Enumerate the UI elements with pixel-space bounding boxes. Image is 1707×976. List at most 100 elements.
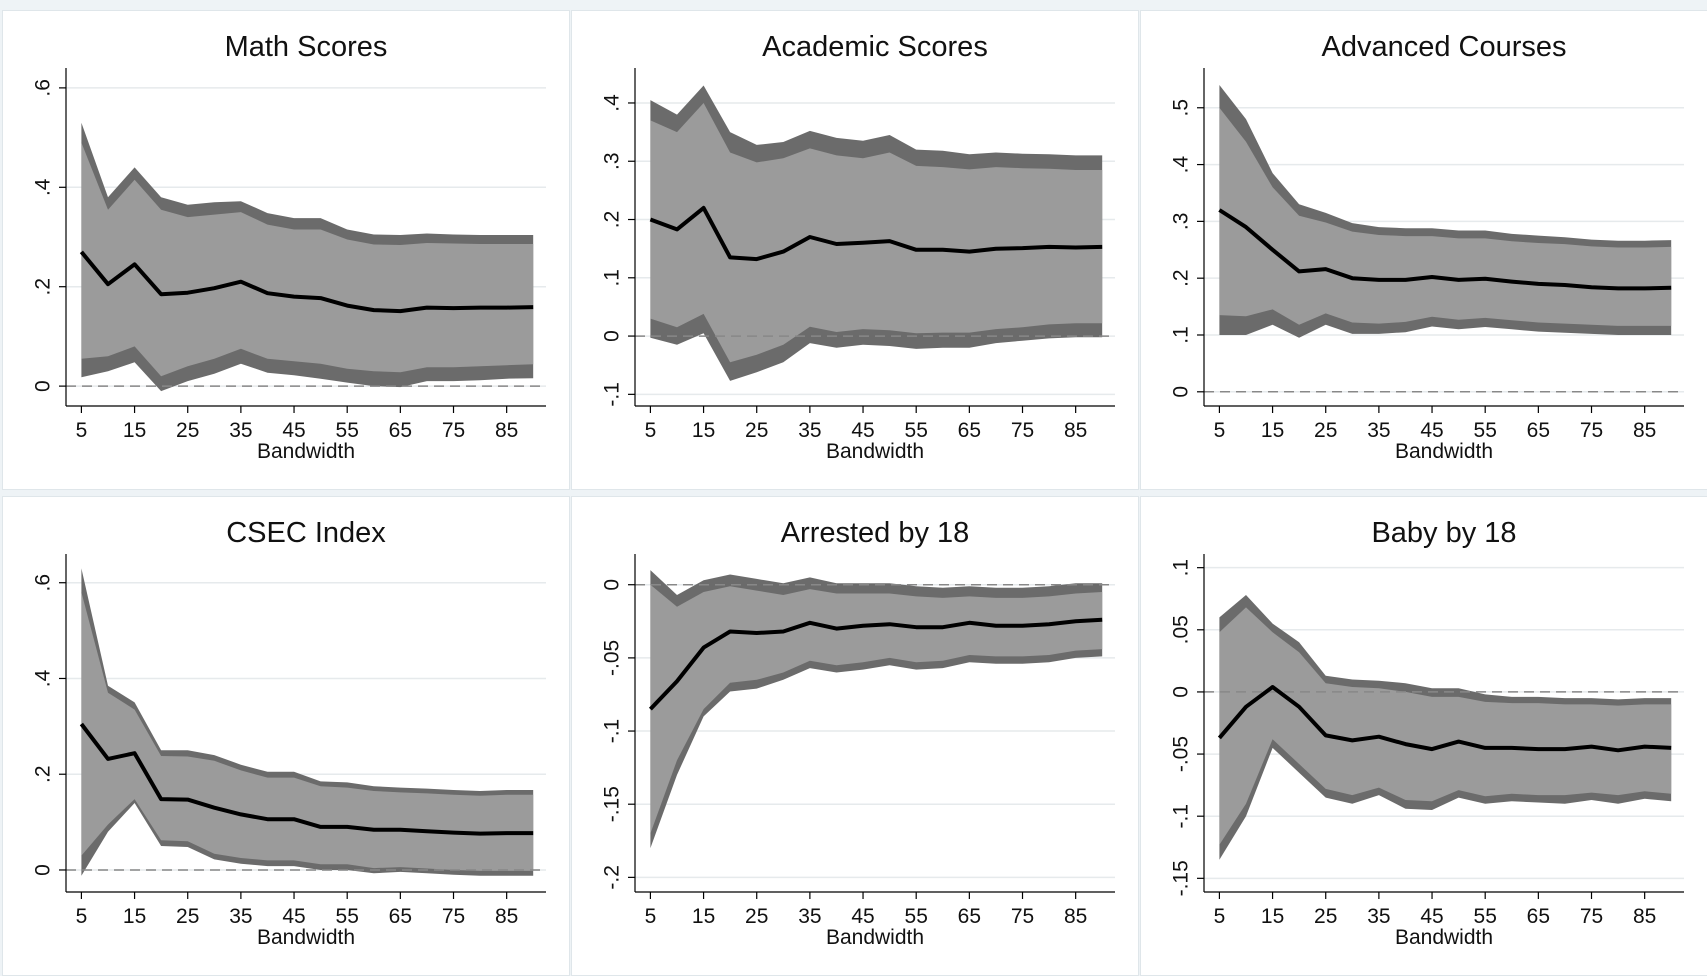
- chart-panel: Math Scores 0 .2 .4 .6 5 15 25 35 45 55 65 75 85 Bandw…: [2, 10, 570, 490]
- x-tick-label: 75: [1011, 419, 1034, 442]
- y-tick-label: -.1: [601, 382, 624, 407]
- y-tick-label: .6: [32, 574, 55, 592]
- x-tick-label: 15: [692, 905, 715, 928]
- inner-band: [650, 584, 1103, 834]
- x-tick-label: 45: [1420, 419, 1443, 442]
- y-tick-label: .2: [601, 211, 624, 229]
- y-tick-label: .3: [1170, 213, 1193, 231]
- x-tick-label: 25: [745, 905, 768, 928]
- chart-panel: Advanced Courses 0 .1 .2 .3 .4 .5 5 15 25 35 45 55 65…: [1140, 10, 1707, 490]
- chart-title: Baby by 18: [1371, 517, 1516, 549]
- x-tick-label: 35: [798, 419, 821, 442]
- x-tick-label: 65: [389, 419, 412, 442]
- x-tick-label: 35: [1367, 419, 1390, 442]
- x-tick-label: 55: [336, 905, 359, 928]
- y-tick-label: .05: [1170, 615, 1193, 644]
- x-tick-label: 25: [745, 419, 768, 442]
- x-tick-label: 65: [1527, 419, 1550, 442]
- x-tick-label: 75: [442, 905, 465, 928]
- x-tick-label: 55: [1474, 419, 1497, 442]
- y-tick-label: .1: [601, 269, 624, 287]
- x-tick-label: 25: [1314, 905, 1337, 928]
- x-axis-label: Bandwidth: [826, 926, 924, 949]
- y-tick-label: .4: [601, 94, 624, 112]
- y-tick-label: .6: [32, 79, 55, 97]
- inner-band: [650, 103, 1103, 363]
- y-tick-label: .3: [601, 152, 624, 170]
- y-tick-label: -.15: [1170, 860, 1193, 896]
- y-tick-label: -.05: [601, 640, 624, 676]
- x-tick-label: 85: [495, 905, 518, 928]
- y-tick-label: .4: [1170, 155, 1193, 173]
- x-axis-label: Bandwidth: [257, 440, 355, 463]
- x-tick-label: 65: [389, 905, 412, 928]
- x-tick-label: 55: [336, 419, 359, 442]
- y-tick-label: -.15: [601, 786, 624, 822]
- x-tick-label: 75: [1580, 905, 1603, 928]
- y-tick-label: .4: [32, 669, 55, 687]
- estimate-line: [1217, 685, 1672, 753]
- chart-panel: CSEC Index 0 .2 .4 .6 5 15 25 35 45 55 65 75 85 Bandwi…: [2, 496, 570, 976]
- y-tick-label: 0: [1170, 386, 1193, 398]
- y-tick-label: .2: [32, 278, 55, 296]
- chart-title: CSEC Index: [226, 517, 386, 549]
- x-tick-label: 5: [645, 419, 657, 442]
- x-tick-label: 25: [176, 419, 199, 442]
- y-tick-label: 0: [601, 330, 624, 342]
- x-tick-label: 15: [123, 419, 146, 442]
- x-tick-label: 45: [282, 419, 305, 442]
- inner-band: [1219, 607, 1672, 845]
- y-tick-label: .2: [1170, 269, 1193, 287]
- x-tick-label: 85: [495, 419, 518, 442]
- y-tick-label: -.1: [1170, 804, 1193, 829]
- x-tick-label: 35: [229, 905, 252, 928]
- inner-band: [1219, 107, 1672, 326]
- x-tick-label: 35: [798, 905, 821, 928]
- x-tick-label: 15: [692, 419, 715, 442]
- x-tick-label: 5: [645, 905, 657, 928]
- estimate-line: [648, 617, 1103, 711]
- x-tick-label: 85: [1633, 905, 1656, 928]
- x-tick-label: 45: [1420, 905, 1443, 928]
- x-tick-label: 5: [1214, 905, 1226, 928]
- chart-panel: Arrested by 18 -.2 -.15 -.1 -.05 0 5 15 25 35 45 55…: [571, 496, 1139, 976]
- chart-panel: Academic Scores -.1 0 .1 .2 .3 .4 5 15 25 35 45 55 65…: [571, 10, 1139, 490]
- chart-title: Advanced Courses: [1321, 31, 1566, 63]
- x-tick-label: 25: [1314, 419, 1337, 442]
- x-tick-label: 15: [1261, 419, 1284, 442]
- y-tick-label: 0: [601, 579, 624, 591]
- y-tick-label: 0: [1170, 686, 1193, 698]
- y-tick-label: .4: [32, 178, 55, 196]
- x-axis-label: Bandwidth: [257, 926, 355, 949]
- y-tick-label: -.2: [601, 865, 624, 890]
- chart-title: Arrested by 18: [781, 517, 970, 549]
- x-tick-label: 5: [76, 905, 88, 928]
- x-tick-label: 75: [1011, 905, 1034, 928]
- y-tick-label: .1: [1170, 326, 1193, 344]
- y-tick-label: -.05: [1170, 736, 1193, 772]
- x-tick-label: 5: [1214, 419, 1226, 442]
- y-tick-label: 0: [32, 864, 55, 876]
- estimate-line: [649, 205, 1103, 262]
- y-tick-label: 0: [32, 380, 55, 392]
- x-tick-label: 45: [851, 419, 874, 442]
- y-tick-label: -.1: [601, 719, 624, 744]
- x-tick-label: 85: [1064, 905, 1087, 928]
- x-tick-label: 45: [851, 905, 874, 928]
- x-tick-label: 5: [76, 419, 88, 442]
- x-tick-label: 55: [905, 419, 928, 442]
- x-tick-label: 65: [958, 905, 981, 928]
- x-tick-label: 85: [1633, 419, 1656, 442]
- x-tick-label: 35: [1367, 905, 1390, 928]
- x-axis-label: Bandwidth: [826, 440, 924, 463]
- x-tick-label: 65: [1527, 905, 1550, 928]
- x-tick-label: 25: [176, 905, 199, 928]
- x-axis-label: Bandwidth: [1395, 926, 1493, 949]
- x-tick-label: 65: [958, 419, 981, 442]
- y-tick-label: .2: [32, 765, 55, 783]
- x-tick-label: 55: [905, 905, 928, 928]
- estimate-line: [79, 250, 534, 314]
- estimate-line: [79, 722, 534, 836]
- x-tick-label: 75: [442, 419, 465, 442]
